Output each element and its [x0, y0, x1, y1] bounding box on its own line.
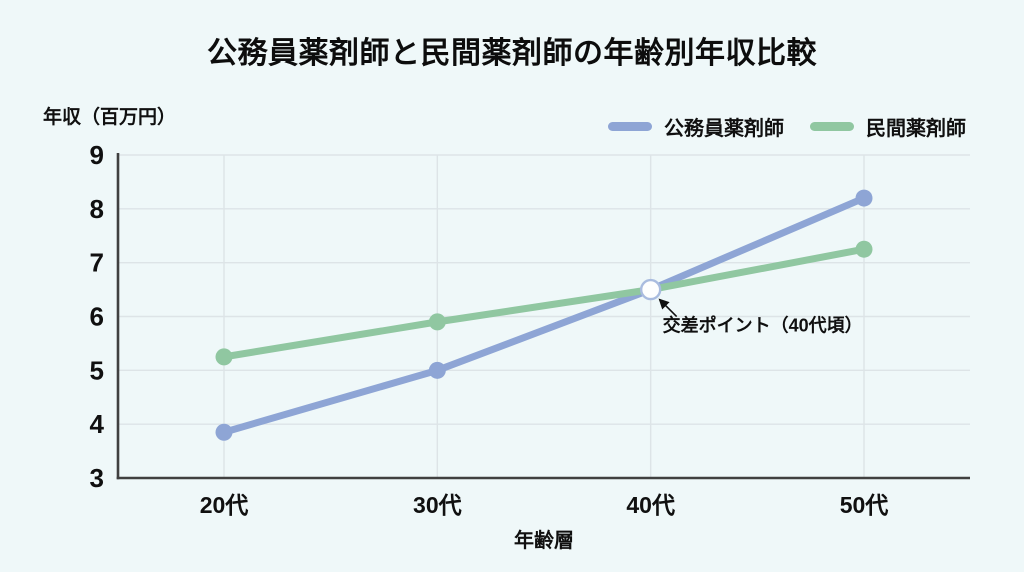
- y-tick-label: 5: [90, 355, 104, 385]
- chart-title: 公務員薬剤師と民間薬剤師の年齢別年収比較: [207, 37, 817, 70]
- x-axis-title: 年齢層: [514, 530, 574, 552]
- y-tick-label: 3: [90, 463, 104, 493]
- y-tick-label: 8: [90, 194, 104, 224]
- x-tick-label: 20代: [200, 492, 249, 518]
- data-point: [215, 348, 233, 366]
- data-point: [215, 423, 233, 441]
- x-tick-label: 30代: [413, 492, 462, 518]
- y-tick-label: 4: [90, 409, 105, 439]
- gridlines: [118, 154, 970, 478]
- intersection-marker: [639, 278, 662, 301]
- legend-label-public: 公務員薬剤師: [664, 118, 784, 140]
- y-axis-title: 年収（百万円）: [43, 107, 177, 128]
- series-line-0: [220, 194, 868, 436]
- legend: 公務員薬剤師 民間薬剤師: [608, 112, 966, 141]
- series-line-1: [220, 245, 868, 361]
- y-tick-label: 6: [90, 302, 104, 332]
- y-tick-label: 9: [90, 140, 104, 170]
- x-tick-label: 50代: [840, 492, 889, 518]
- data-point: [855, 189, 873, 207]
- annotation-arrow: [658, 298, 678, 318]
- data-point: [428, 313, 446, 331]
- legend-item-public: 公務員薬剤師: [608, 112, 784, 141]
- y-tick-label: 7: [90, 248, 104, 278]
- legend-swatch-public-icon: [608, 122, 652, 131]
- legend-swatch-private-icon: [810, 122, 854, 131]
- data-point: [428, 361, 446, 379]
- legend-label-private: 民間薬剤師: [866, 118, 966, 140]
- data-point: [855, 240, 873, 258]
- legend-item-private: 民間薬剤師: [810, 112, 966, 141]
- x-tick-label: 40代: [626, 492, 675, 518]
- annotation-label: 交差ポイント（40代頃）: [663, 315, 863, 336]
